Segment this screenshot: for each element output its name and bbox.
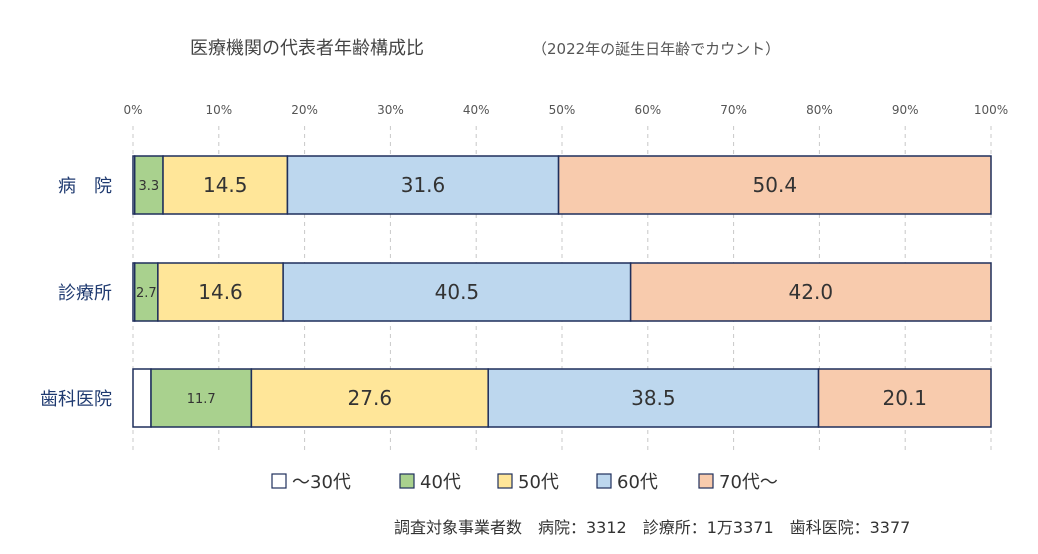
x-tick-label: 100% (974, 103, 1008, 117)
data-label: 14.5 (203, 173, 248, 197)
x-tick-label: 70% (720, 103, 747, 117)
x-tick-label: 30% (377, 103, 404, 117)
data-label: 38.5 (631, 386, 676, 410)
legend-label: 70代～ (719, 472, 778, 493)
bar-segment (132, 368, 152, 428)
data-label: 20.1 (883, 386, 928, 410)
bar-segment (157, 262, 284, 322)
sample-size-note: 調査対象事業者数 病院：3312 診療所：1万3371 歯科医院：3377 (394, 518, 911, 537)
bar-segment (286, 155, 560, 215)
data-label: 3.3 (139, 179, 160, 194)
legend-label: ～30代 (292, 472, 351, 493)
legend-swatch (698, 473, 714, 489)
x-tick-label: 20% (291, 103, 318, 117)
data-label: 11.7 (187, 392, 216, 407)
category-label: 病 院 (58, 176, 112, 197)
legend-swatch (497, 473, 513, 489)
x-tick-label: 0% (123, 103, 142, 117)
bar-segment (133, 155, 164, 215)
data-label: 42.0 (789, 280, 834, 304)
legend-label: 50代 (518, 472, 559, 493)
legend-label: 60代 (617, 472, 658, 493)
data-label: 2.7 (136, 286, 157, 301)
chart-title: 医療機関の代表者年齢構成比 (190, 38, 424, 59)
bar-segment (250, 368, 489, 428)
bar-segment (629, 262, 992, 322)
bars: 3.3 14.5 31.6 50.4 2.7 14.6 40.5 42.0 11.7 27.6 38… (132, 155, 992, 428)
legend-label: 40代 (420, 472, 461, 493)
x-axis-ticks: 0% 10% 20% 30% 40% 50% 60% 70% 80% 90% 100% (123, 103, 1008, 117)
legend-swatch (271, 473, 287, 489)
legend-swatch (399, 473, 415, 489)
x-tick-label: 10% (205, 103, 232, 117)
category-label: 診療所 (58, 283, 112, 304)
chart-subtitle: （2022年の誕生日年齢でカウント） (532, 40, 781, 58)
bar-segment (487, 368, 820, 428)
x-tick-label: 90% (892, 103, 919, 117)
bar-segment (557, 155, 992, 215)
data-label: 40.5 (435, 280, 480, 304)
legend-swatch (596, 473, 612, 489)
data-label: 50.4 (753, 173, 798, 197)
legend: ～30代 40代 50代 60代 70代～ (271, 472, 778, 493)
x-tick-label: 50% (549, 103, 576, 117)
x-tick-label: 60% (634, 103, 661, 117)
data-label: 31.6 (401, 173, 446, 197)
category-label: 歯科医院 (40, 389, 112, 410)
data-label: 14.6 (198, 280, 243, 304)
bar-segment (150, 368, 253, 428)
data-label: 27.6 (348, 386, 393, 410)
bar-segment (282, 262, 632, 322)
x-tick-label: 80% (806, 103, 833, 117)
bar-segment (817, 368, 992, 428)
x-tick-label: 40% (463, 103, 490, 117)
